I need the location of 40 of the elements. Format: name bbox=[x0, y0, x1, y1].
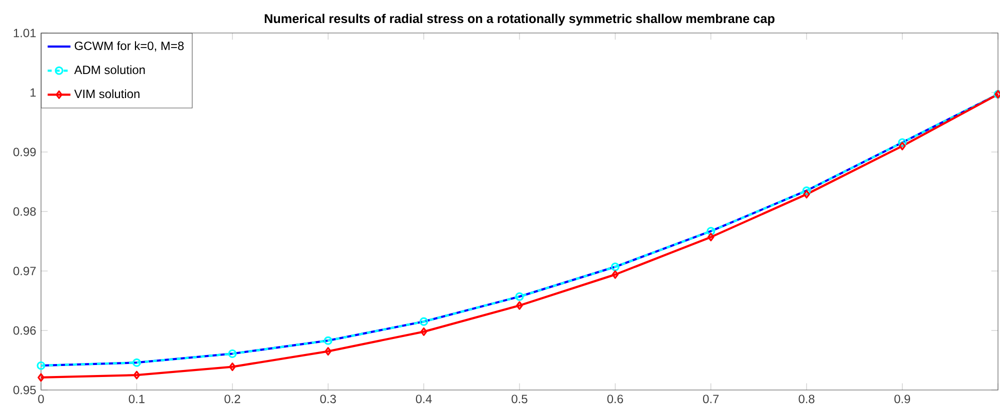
y-tick-label: 1.01 bbox=[14, 28, 36, 38]
point bbox=[803, 190, 810, 199]
point bbox=[706, 226, 716, 236]
point bbox=[133, 370, 140, 380]
y-tick-label: 1 bbox=[30, 88, 36, 97]
point bbox=[229, 362, 236, 372]
y-tick-label: 0.95 bbox=[13, 386, 36, 394]
x-tick-label: 0.1 bbox=[128, 394, 144, 404]
x-tick-label: 0.2 bbox=[224, 394, 240, 404]
x-tick-label: 0.8 bbox=[798, 394, 814, 404]
x-tick-label: 0.5 bbox=[512, 394, 528, 404]
x-tick-label: 0.9 bbox=[894, 394, 910, 404]
legend-label: VIM solution bbox=[74, 89, 140, 98]
point bbox=[324, 336, 332, 345]
point bbox=[516, 301, 523, 310]
legend-label: GCWM for k=0, M=8 bbox=[74, 41, 184, 52]
point bbox=[898, 138, 907, 147]
point bbox=[802, 186, 811, 195]
point bbox=[515, 292, 524, 301]
point bbox=[228, 349, 237, 358]
y-tick-label: 0.98 bbox=[13, 207, 36, 216]
y-tick-label: 0.99 bbox=[13, 148, 36, 156]
x-tick-label: 0.4 bbox=[416, 394, 432, 404]
point bbox=[612, 270, 619, 279]
y-tick-label: 0.97 bbox=[13, 266, 36, 276]
point bbox=[420, 317, 428, 326]
point bbox=[898, 142, 906, 150]
x-tick-label: 0.3 bbox=[320, 394, 336, 404]
point bbox=[708, 232, 714, 242]
x-tick-label: 0.7 bbox=[703, 394, 719, 404]
legend-label: ADM solution bbox=[74, 65, 145, 74]
point bbox=[36, 361, 46, 370]
chart-title: Numerical results of radial stress on a rotationally symmetric shallow membrane cap bbox=[264, 14, 774, 26]
x-tick-label: 0.6 bbox=[607, 394, 624, 404]
x-tick-label: 0 bbox=[38, 394, 44, 404]
point bbox=[132, 358, 141, 367]
point bbox=[420, 327, 428, 336]
point bbox=[324, 347, 332, 356]
y-tick-label: 0.96 bbox=[13, 326, 36, 335]
point bbox=[610, 262, 620, 272]
